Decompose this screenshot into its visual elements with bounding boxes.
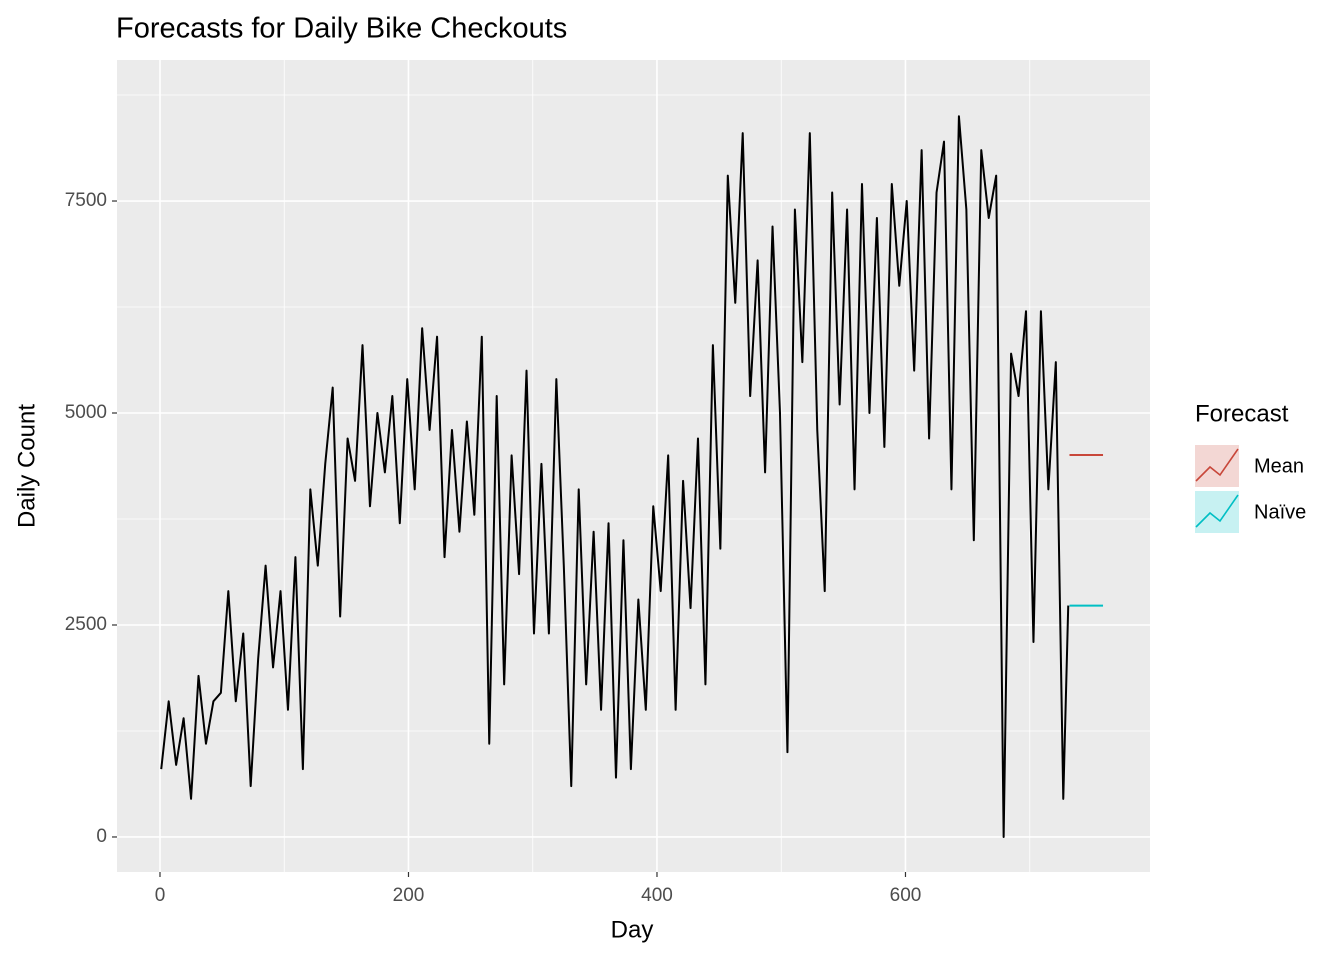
y-tick-label: 5000 [65,402,107,423]
x-axis-title: Day [611,916,654,943]
x-tick-label: 200 [393,885,425,906]
panel [117,60,1150,872]
x-tick-label: 0 [155,885,166,906]
legend-label: Naïve [1254,501,1306,523]
y-tick-label: 2500 [65,614,107,635]
y-tick-label: 7500 [65,190,107,211]
data-line [160,115,1070,838]
legend-key [1195,494,1239,528]
x-tick-label: 400 [641,885,673,906]
legend-key [1195,448,1239,482]
legend-key-band [1195,445,1239,487]
y-tick-label: 0 [96,826,107,847]
y-axis-title: Daily Count [13,404,40,528]
legend-label: Mean [1254,455,1304,477]
legend-key-band [1195,491,1239,533]
chart-title: Forecasts for Daily Bike Checkouts [116,13,567,45]
legend-title: Forecast [1195,400,1289,427]
x-tick-label: 600 [890,885,922,906]
